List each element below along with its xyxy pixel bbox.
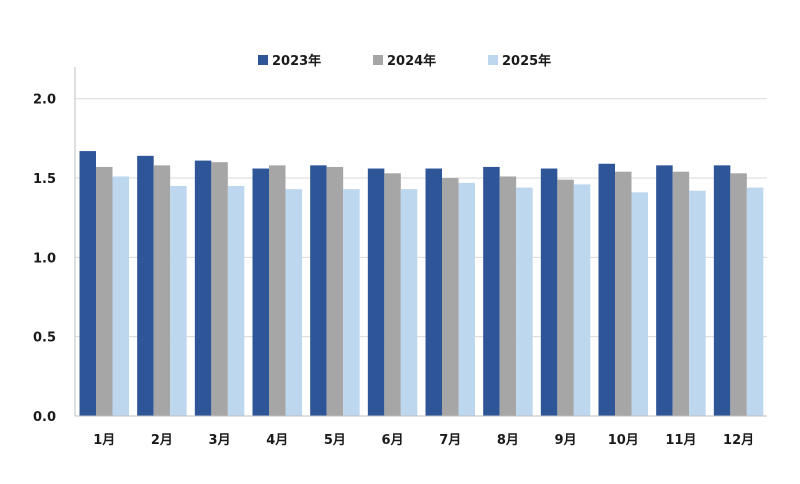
x-tick-label: 12月 bbox=[723, 433, 754, 448]
bar-2024年-9月 bbox=[557, 179, 574, 416]
x-tick-label: 9月 bbox=[555, 433, 577, 448]
legend-label: 2024年 bbox=[387, 53, 436, 69]
x-tick-label: 1月 bbox=[93, 433, 115, 448]
bar-2023年-4月 bbox=[252, 168, 269, 416]
x-tick-label: 10月 bbox=[608, 433, 639, 448]
bar-2023年-11月 bbox=[656, 165, 673, 416]
bar-2023年-3月 bbox=[194, 160, 212, 416]
bar-2024年-1月 bbox=[96, 166, 113, 416]
legend-label: 2025年 bbox=[502, 53, 551, 69]
y-tick-label: 0.5 bbox=[33, 331, 56, 346]
bar-2023年-9月 bbox=[540, 168, 558, 416]
bar-2025年-9月 bbox=[573, 184, 591, 416]
bar-2023年-5月 bbox=[310, 165, 327, 416]
bar-2023年-10月 bbox=[598, 163, 615, 416]
bar-2024年-10月 bbox=[615, 171, 632, 416]
bar-2024年-2月 bbox=[153, 165, 171, 416]
y-tick-label: 2.0 bbox=[33, 93, 56, 108]
y-tick-label: 0.0 bbox=[33, 410, 56, 425]
x-tick-label: 11月 bbox=[665, 433, 696, 448]
bar-2024年-7月 bbox=[442, 178, 459, 416]
bar-2025年-11月 bbox=[689, 190, 706, 416]
legend-swatch bbox=[488, 55, 498, 65]
x-axis-ticks: 1月 2月 3月 4月 5月 6月 7月 8月 9月 10月 11月 12月 bbox=[93, 433, 754, 448]
bar-2025年-1月 bbox=[112, 176, 129, 416]
bar-2025年-4月 bbox=[285, 189, 302, 416]
y-tick-label: 1.0 bbox=[33, 251, 56, 266]
bar-2024年-11月 bbox=[672, 171, 690, 416]
bar-2023年-7月 bbox=[425, 168, 442, 416]
bar-2025年-7月 bbox=[458, 182, 475, 416]
bar-2025年-12月 bbox=[746, 187, 764, 416]
x-tick-label: 7月 bbox=[439, 433, 461, 448]
bar-2025年-5月 bbox=[343, 189, 360, 416]
bar-2025年-8月 bbox=[516, 187, 533, 416]
y-tick-label: 1.5 bbox=[33, 172, 56, 187]
bar-2024年-12月 bbox=[730, 173, 747, 416]
legend-label: 2023年 bbox=[272, 53, 321, 69]
bar-2023年-6月 bbox=[367, 168, 385, 416]
bar-2024年-8月 bbox=[499, 176, 517, 416]
x-tick-label: 2月 bbox=[151, 433, 173, 448]
bar-2023年-2月 bbox=[137, 155, 154, 416]
bar-2024年-6月 bbox=[384, 173, 401, 416]
x-tick-label: 5月 bbox=[324, 433, 346, 448]
gridlines bbox=[75, 98, 767, 338]
y-axis-ticks: 0.0 0.5 1.0 1.5 2.0 bbox=[33, 93, 56, 425]
bar-2025年-2月 bbox=[170, 185, 187, 416]
bar-2023年-8月 bbox=[483, 166, 500, 416]
x-tick-label: 3月 bbox=[209, 433, 231, 448]
bar-2024年-5月 bbox=[326, 166, 344, 416]
legend: 2023年 2024年 2025年 bbox=[258, 53, 551, 69]
x-tick-label: 6月 bbox=[382, 433, 404, 448]
bars bbox=[79, 151, 764, 416]
bar-2024年-4月 bbox=[269, 165, 286, 416]
x-tick-label: 4月 bbox=[266, 433, 288, 448]
bar-2023年-1月 bbox=[79, 151, 96, 416]
bar-2025年-10月 bbox=[631, 192, 648, 416]
legend-swatch bbox=[258, 55, 268, 65]
bar-2023年-12月 bbox=[713, 165, 731, 416]
legend-swatch bbox=[373, 55, 383, 65]
x-tick-label: 8月 bbox=[497, 433, 519, 448]
bar-2024年-3月 bbox=[211, 162, 228, 416]
bar-2025年-6月 bbox=[400, 189, 418, 416]
bar-2025年-3月 bbox=[227, 185, 245, 416]
